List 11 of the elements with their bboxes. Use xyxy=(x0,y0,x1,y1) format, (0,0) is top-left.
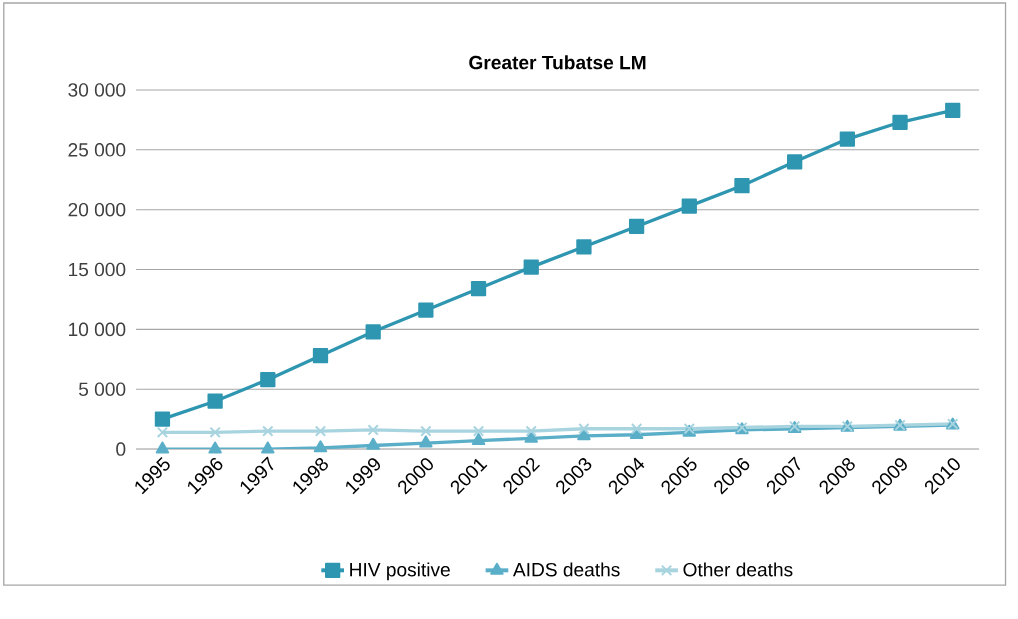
legend-label: AIDS deaths xyxy=(512,562,620,577)
y-tick-label: 25 000 xyxy=(68,142,126,157)
y-tick-label: 5 000 xyxy=(78,382,126,396)
y-tick-label: 15 000 xyxy=(69,262,126,277)
chart-title: Greater Tubatse LM xyxy=(469,55,646,70)
legend-label: HIV positive xyxy=(350,562,450,581)
y-tick-label: 10 000 xyxy=(69,322,126,337)
y-tick-label: 30 000 xyxy=(68,83,126,97)
legend-label: Other deaths xyxy=(683,562,793,577)
y-tick-label: 0 xyxy=(116,442,126,456)
y-tick-label: 20 000 xyxy=(68,202,126,217)
